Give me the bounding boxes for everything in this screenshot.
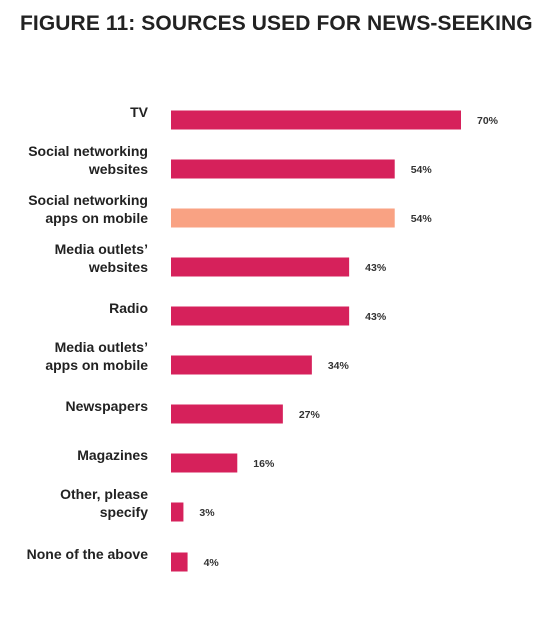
category-label-none-of-the-above: None of the above	[27, 546, 149, 562]
value-label-social-networking-websites: 54%	[411, 164, 433, 176]
category-label-media-outlets-apps-on-mobile: Media outlets’ apps on mobile	[45, 339, 148, 373]
category-label-line: Magazines	[77, 447, 148, 463]
category-label-social-networking-apps-on-mobile: Social networking apps on mobile	[28, 192, 148, 226]
category-label-line: TV	[130, 104, 149, 120]
bar-magazines	[171, 453, 238, 473]
category-label-line: Media outlets’	[55, 339, 148, 355]
bar-other-please-specify	[171, 502, 184, 522]
category-label-line: websites	[88, 161, 148, 177]
value-label-newspapers: 27%	[299, 409, 321, 421]
bar-media-outlets-apps-on-mobile	[171, 355, 312, 375]
bar-radio	[171, 306, 350, 326]
category-label-line: apps on mobile	[45, 210, 148, 226]
category-label-tv: TV	[130, 104, 149, 120]
value-label-magazines: 16%	[253, 458, 275, 470]
category-label-social-networking-websites: Social networking websites	[28, 143, 148, 177]
category-label-line: Newspapers	[66, 398, 149, 414]
value-label-tv: 70%	[477, 115, 499, 127]
value-label-media-outlets-apps-on-mobile: 34%	[328, 360, 350, 372]
bar-newspapers	[171, 404, 283, 424]
bar-media-outlets-websites	[171, 257, 350, 277]
value-label-other-please-specify: 3%	[199, 507, 215, 519]
category-label-line: specify	[100, 504, 148, 520]
category-label-newspapers: Newspapers	[66, 398, 149, 414]
bar-social-networking-websites	[171, 159, 395, 179]
category-label-line: Radio	[109, 300, 148, 316]
category-label-line: Social networking	[28, 192, 148, 208]
category-label-line: apps on mobile	[45, 357, 148, 373]
category-label-line: Other, please	[60, 486, 148, 502]
bar-tv	[171, 110, 461, 130]
value-label-radio: 43%	[365, 311, 387, 323]
value-label-media-outlets-websites: 43%	[365, 262, 387, 274]
category-label-radio: Radio	[109, 300, 148, 316]
value-label-none-of-the-above: 4%	[204, 557, 220, 569]
category-label-line: Social networking	[28, 143, 148, 159]
bar-none-of-the-above	[171, 552, 188, 572]
bar-social-networking-apps-on-mobile	[171, 208, 395, 228]
value-label-social-networking-apps-on-mobile: 54%	[411, 213, 433, 225]
category-label-other-please-specify: Other, please specify	[60, 486, 148, 520]
category-label-magazines: Magazines	[77, 447, 148, 463]
category-label-line: websites	[88, 259, 148, 275]
category-label-line: None of the above	[27, 546, 149, 562]
category-label-line: Media outlets’	[55, 241, 148, 257]
category-label-media-outlets-websites: Media outlets’ websites	[55, 241, 149, 275]
chart-title: FIGURE 11: SOURCES USED FOR NEWS-SEEKING	[20, 12, 533, 35]
